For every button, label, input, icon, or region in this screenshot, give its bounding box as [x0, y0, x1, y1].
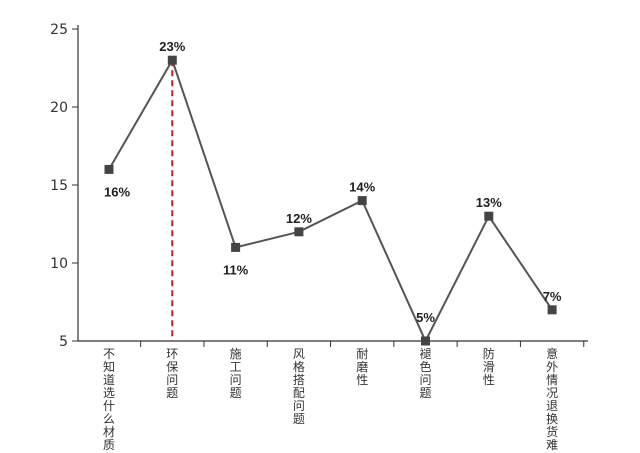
- x-tick-label: 风格搭配问题: [293, 347, 305, 426]
- x-tick-label: 意外情况退换货难: [546, 346, 558, 452]
- x-tick-label: 环保问题: [166, 347, 178, 400]
- series-layer: [104, 55, 557, 346]
- data-point: [231, 242, 241, 252]
- data-label: 11%: [223, 262, 249, 277]
- x-tick-label: 不知道选什么材质: [103, 347, 115, 452]
- x-tick-label: 耐磨性: [356, 347, 368, 387]
- data-point: [484, 211, 494, 221]
- data-label: 7%: [543, 289, 562, 304]
- data-point: [104, 164, 114, 174]
- data-point: [421, 336, 430, 346]
- label-layer: 16% 23% 11% 12% 14% 5% 13% 7%: [104, 39, 562, 325]
- data-point: [357, 196, 367, 206]
- axes: 5 10 15 20 25 不知道选什么材质 环保问题 施工问题 风格搭配问题 耐磨性 褪色问题 防滑…: [50, 22, 588, 452]
- data-label: 16%: [104, 184, 130, 199]
- data-label: 12%: [286, 211, 312, 226]
- data-label: 5%: [416, 310, 435, 325]
- y-tick-label: 10: [50, 256, 68, 272]
- y-tick-label: 5: [59, 334, 68, 350]
- data-label: 23%: [159, 39, 185, 54]
- data-label: 13%: [476, 195, 502, 210]
- x-tick-label: 施工问题: [230, 347, 242, 400]
- x-tick-label: 褪色问题: [419, 346, 431, 400]
- data-point: [167, 55, 177, 65]
- data-label: 14%: [349, 180, 375, 195]
- x-tick-label: 防滑性: [483, 346, 495, 387]
- y-tick-label: 20: [50, 100, 68, 116]
- data-point: [294, 227, 304, 237]
- data-point: [547, 305, 557, 315]
- y-tick-label: 25: [50, 22, 68, 38]
- series-line: [108, 57, 553, 344]
- y-tick-label: 15: [50, 178, 68, 194]
